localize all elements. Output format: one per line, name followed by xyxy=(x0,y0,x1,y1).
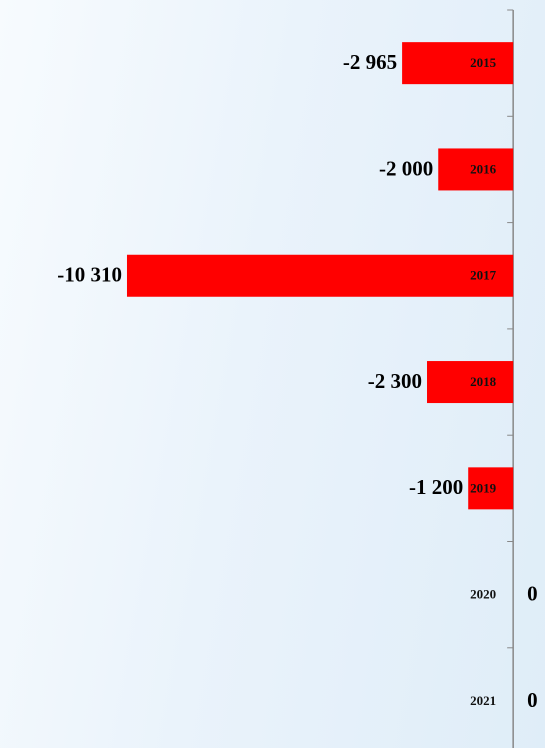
bar xyxy=(438,148,514,191)
category-label: 2021 xyxy=(470,693,496,708)
bar xyxy=(402,42,514,85)
category-label: 2015 xyxy=(470,55,497,70)
bar xyxy=(468,467,514,510)
category-label: 2016 xyxy=(470,161,497,176)
value-label: -2 965 xyxy=(343,50,397,74)
value-label: -10 310 xyxy=(57,263,122,287)
value-label: -1 200 xyxy=(409,475,463,499)
category-label: 2018 xyxy=(470,374,497,389)
value-label: 0 xyxy=(527,581,538,605)
category-label: 2019 xyxy=(470,480,497,495)
category-label: 2020 xyxy=(470,587,496,602)
bar xyxy=(126,254,514,297)
value-label: -2 000 xyxy=(379,156,433,180)
value-label: -2 300 xyxy=(368,369,422,393)
category-label: 2017 xyxy=(470,268,497,283)
value-label: 0 xyxy=(527,688,538,712)
bar xyxy=(427,361,514,404)
